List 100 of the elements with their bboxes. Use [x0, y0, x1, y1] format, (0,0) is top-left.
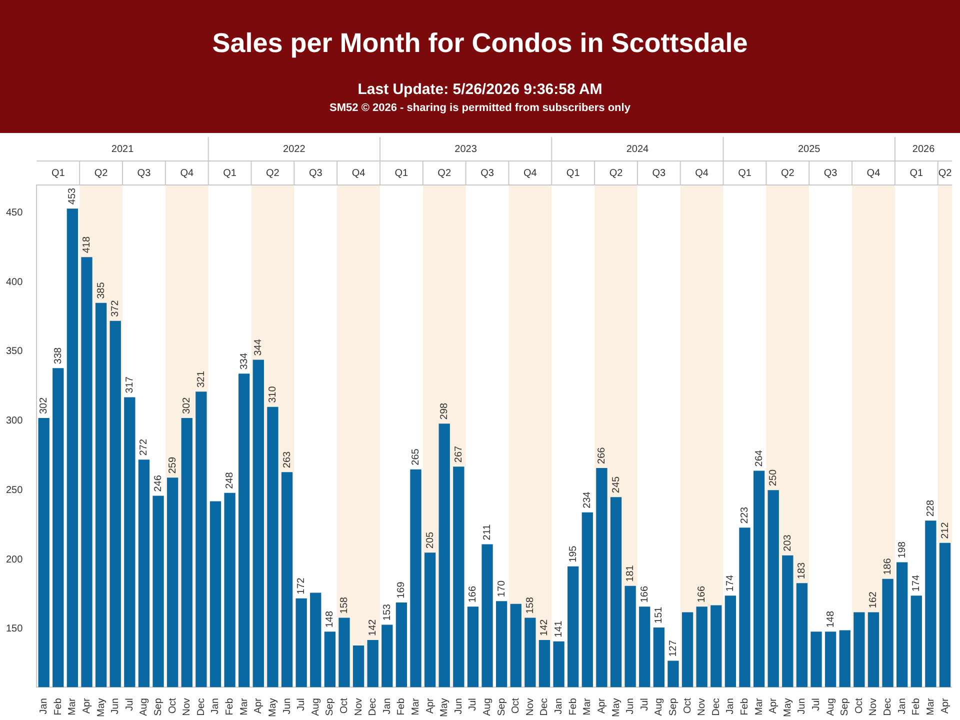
data-label: 264: [754, 450, 765, 467]
data-label: 263: [282, 450, 293, 468]
x2-tick-label: Q1: [738, 168, 752, 179]
data-label: 310: [267, 386, 278, 403]
data-label: 151: [654, 606, 665, 624]
y-tick-label: 400: [6, 276, 24, 288]
data-label: 127: [668, 640, 679, 657]
data-label: 174: [725, 574, 736, 592]
x-tick-label: May: [439, 698, 450, 718]
x2-tick-label: Q4: [695, 168, 709, 179]
data-label: 158: [338, 596, 350, 614]
x-tick-label: Nov: [182, 698, 193, 716]
x-tick-label: Jun: [110, 698, 122, 714]
data-label: 141: [554, 620, 565, 638]
x-tick-label: Oct: [682, 698, 694, 714]
data-label: 205: [424, 531, 436, 549]
x-tick-label: Jun: [282, 698, 293, 714]
text: 2023: [454, 144, 478, 155]
y-tick-label: 350: [6, 346, 24, 358]
data-label: 181: [625, 564, 636, 582]
x2-tick-label: Q2: [438, 168, 452, 179]
data-label: 169: [396, 581, 408, 598]
x-tick-label: Sep: [324, 698, 336, 716]
x-tick-label: Jan: [725, 698, 736, 714]
data-label: 166: [639, 586, 650, 603]
x-tick-label: Aug: [310, 698, 322, 716]
text: 2022: [283, 144, 306, 155]
x2-tick-label: Q1: [910, 168, 924, 179]
x-tick-label: Nov: [524, 698, 536, 716]
y-tick-label: 450: [6, 207, 24, 218]
x2-tick-label: Q4: [524, 168, 538, 179]
x-tick-label: Apr: [82, 697, 92, 714]
x-tick-label: Feb: [224, 698, 236, 716]
x-tick-label: Nov: [353, 698, 364, 716]
data-label: 250: [768, 469, 780, 486]
x-tick-label: May: [96, 698, 107, 718]
x2-tick-label: Q1: [566, 168, 580, 179]
data-label: 212: [940, 522, 951, 539]
x-tick-label: Aug: [482, 698, 494, 716]
x2-tick-label: Q2: [266, 168, 280, 179]
x-tick-label: Jul: [639, 698, 650, 711]
data-label: 158: [524, 596, 536, 614]
x2-tick-label: Q1: [394, 168, 409, 179]
data-label: 166: [468, 586, 479, 603]
x-tick-label: May: [782, 698, 794, 718]
data-label: 234: [582, 491, 594, 508]
data-label: 183: [796, 562, 808, 580]
x-tick-label: May: [610, 698, 622, 718]
x2-tick-label: Q2: [609, 168, 624, 179]
x2-tick-label: Q3: [480, 168, 494, 179]
chart-subtitle: Last Update: 5/26/2026 9:36:58 AM: [356, 81, 604, 98]
x2-tick-label: Q1: [51, 168, 66, 179]
data-label: 148: [825, 610, 836, 628]
x-tick-label: Jan: [210, 698, 222, 714]
data-label: 372: [110, 300, 122, 317]
text: 2024: [626, 144, 650, 155]
data-label: 302: [182, 396, 193, 414]
x-tick-label: Oct: [510, 698, 522, 714]
x-tick-label: Dec: [710, 698, 722, 716]
x2-tick-label: Q1: [223, 168, 237, 179]
x-tick-label: Feb: [739, 698, 750, 716]
text: 2025: [798, 144, 821, 155]
data-label: 203: [782, 534, 794, 552]
x2-tick-label: Q2: [938, 168, 952, 179]
data-label: 162: [868, 591, 880, 608]
x-tick-label: May: [267, 698, 278, 718]
x-tick-label: Mar: [754, 697, 765, 716]
x2-tick-label: Q3: [308, 168, 323, 179]
x-tick-label: Feb: [911, 698, 922, 716]
x-tick-label: Sep: [496, 698, 508, 716]
text: 2026: [912, 144, 936, 155]
x-tick-label: Jul: [124, 698, 136, 711]
data-label: 453: [67, 187, 78, 205]
data-label: 170: [496, 580, 508, 598]
x-tick-label: Mar: [410, 697, 422, 716]
x-tick-label: Jan: [896, 698, 908, 714]
x-tick-label: Jul: [811, 698, 822, 711]
x-tick-label: Aug: [138, 698, 150, 716]
x-tick-label: Feb: [52, 698, 64, 716]
x-tick-label: Oct: [167, 698, 178, 714]
x-tick-label: Dec: [882, 698, 894, 716]
x-tick-label: Sep: [153, 698, 164, 716]
data-label: 195: [568, 545, 579, 562]
data-label: 321: [196, 370, 207, 388]
data-label: 245: [610, 476, 622, 494]
x-tick-label: Nov: [696, 698, 708, 716]
x-tick-label: Mar: [238, 697, 250, 716]
data-label: 174: [911, 574, 922, 592]
x2-tick-label: Q4: [180, 168, 194, 179]
x-tick-label: Jun: [796, 698, 808, 714]
x-tick-label: Feb: [396, 698, 408, 716]
x-tick-label: Aug: [825, 698, 836, 716]
data-label: 272: [138, 438, 150, 456]
text: SM52 © 2026 - sharing is permitted from subscribers only: [328, 102, 632, 114]
text: 2021: [111, 144, 134, 155]
x-tick-label: Oct: [338, 698, 350, 714]
x-tick-label: Sep: [668, 698, 679, 716]
x-tick-label: Jan: [382, 698, 393, 714]
data-label: 142: [368, 618, 379, 636]
data-label: 153: [382, 604, 393, 621]
